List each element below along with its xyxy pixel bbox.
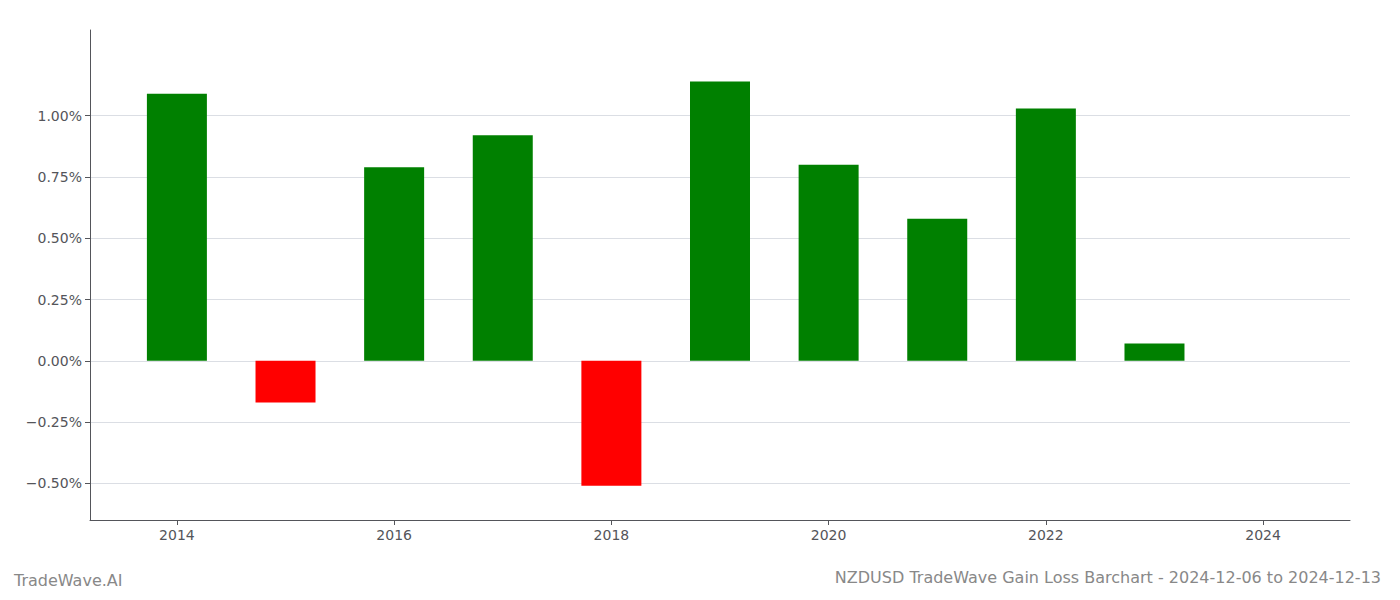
svg-text:0.00%: 0.00% bbox=[38, 353, 82, 369]
svg-text:2022: 2022 bbox=[1028, 527, 1064, 543]
svg-text:0.50%: 0.50% bbox=[38, 230, 82, 246]
svg-text:2014: 2014 bbox=[159, 527, 195, 543]
svg-text:NZDUSD TradeWave Gain Loss Bar: NZDUSD TradeWave Gain Loss Barchart - 20… bbox=[835, 568, 1381, 587]
svg-text:0.75%: 0.75% bbox=[38, 169, 82, 185]
svg-text:2020: 2020 bbox=[811, 527, 847, 543]
svg-text:−0.50%: −0.50% bbox=[26, 475, 82, 491]
svg-text:TradeWave.AI: TradeWave.AI bbox=[13, 571, 122, 590]
svg-text:2016: 2016 bbox=[376, 527, 412, 543]
svg-text:2018: 2018 bbox=[594, 527, 630, 543]
svg-text:0.25%: 0.25% bbox=[38, 292, 82, 308]
svg-text:1.00%: 1.00% bbox=[38, 108, 82, 124]
svg-text:2024: 2024 bbox=[1245, 527, 1281, 543]
svg-text:−0.25%: −0.25% bbox=[26, 414, 82, 430]
